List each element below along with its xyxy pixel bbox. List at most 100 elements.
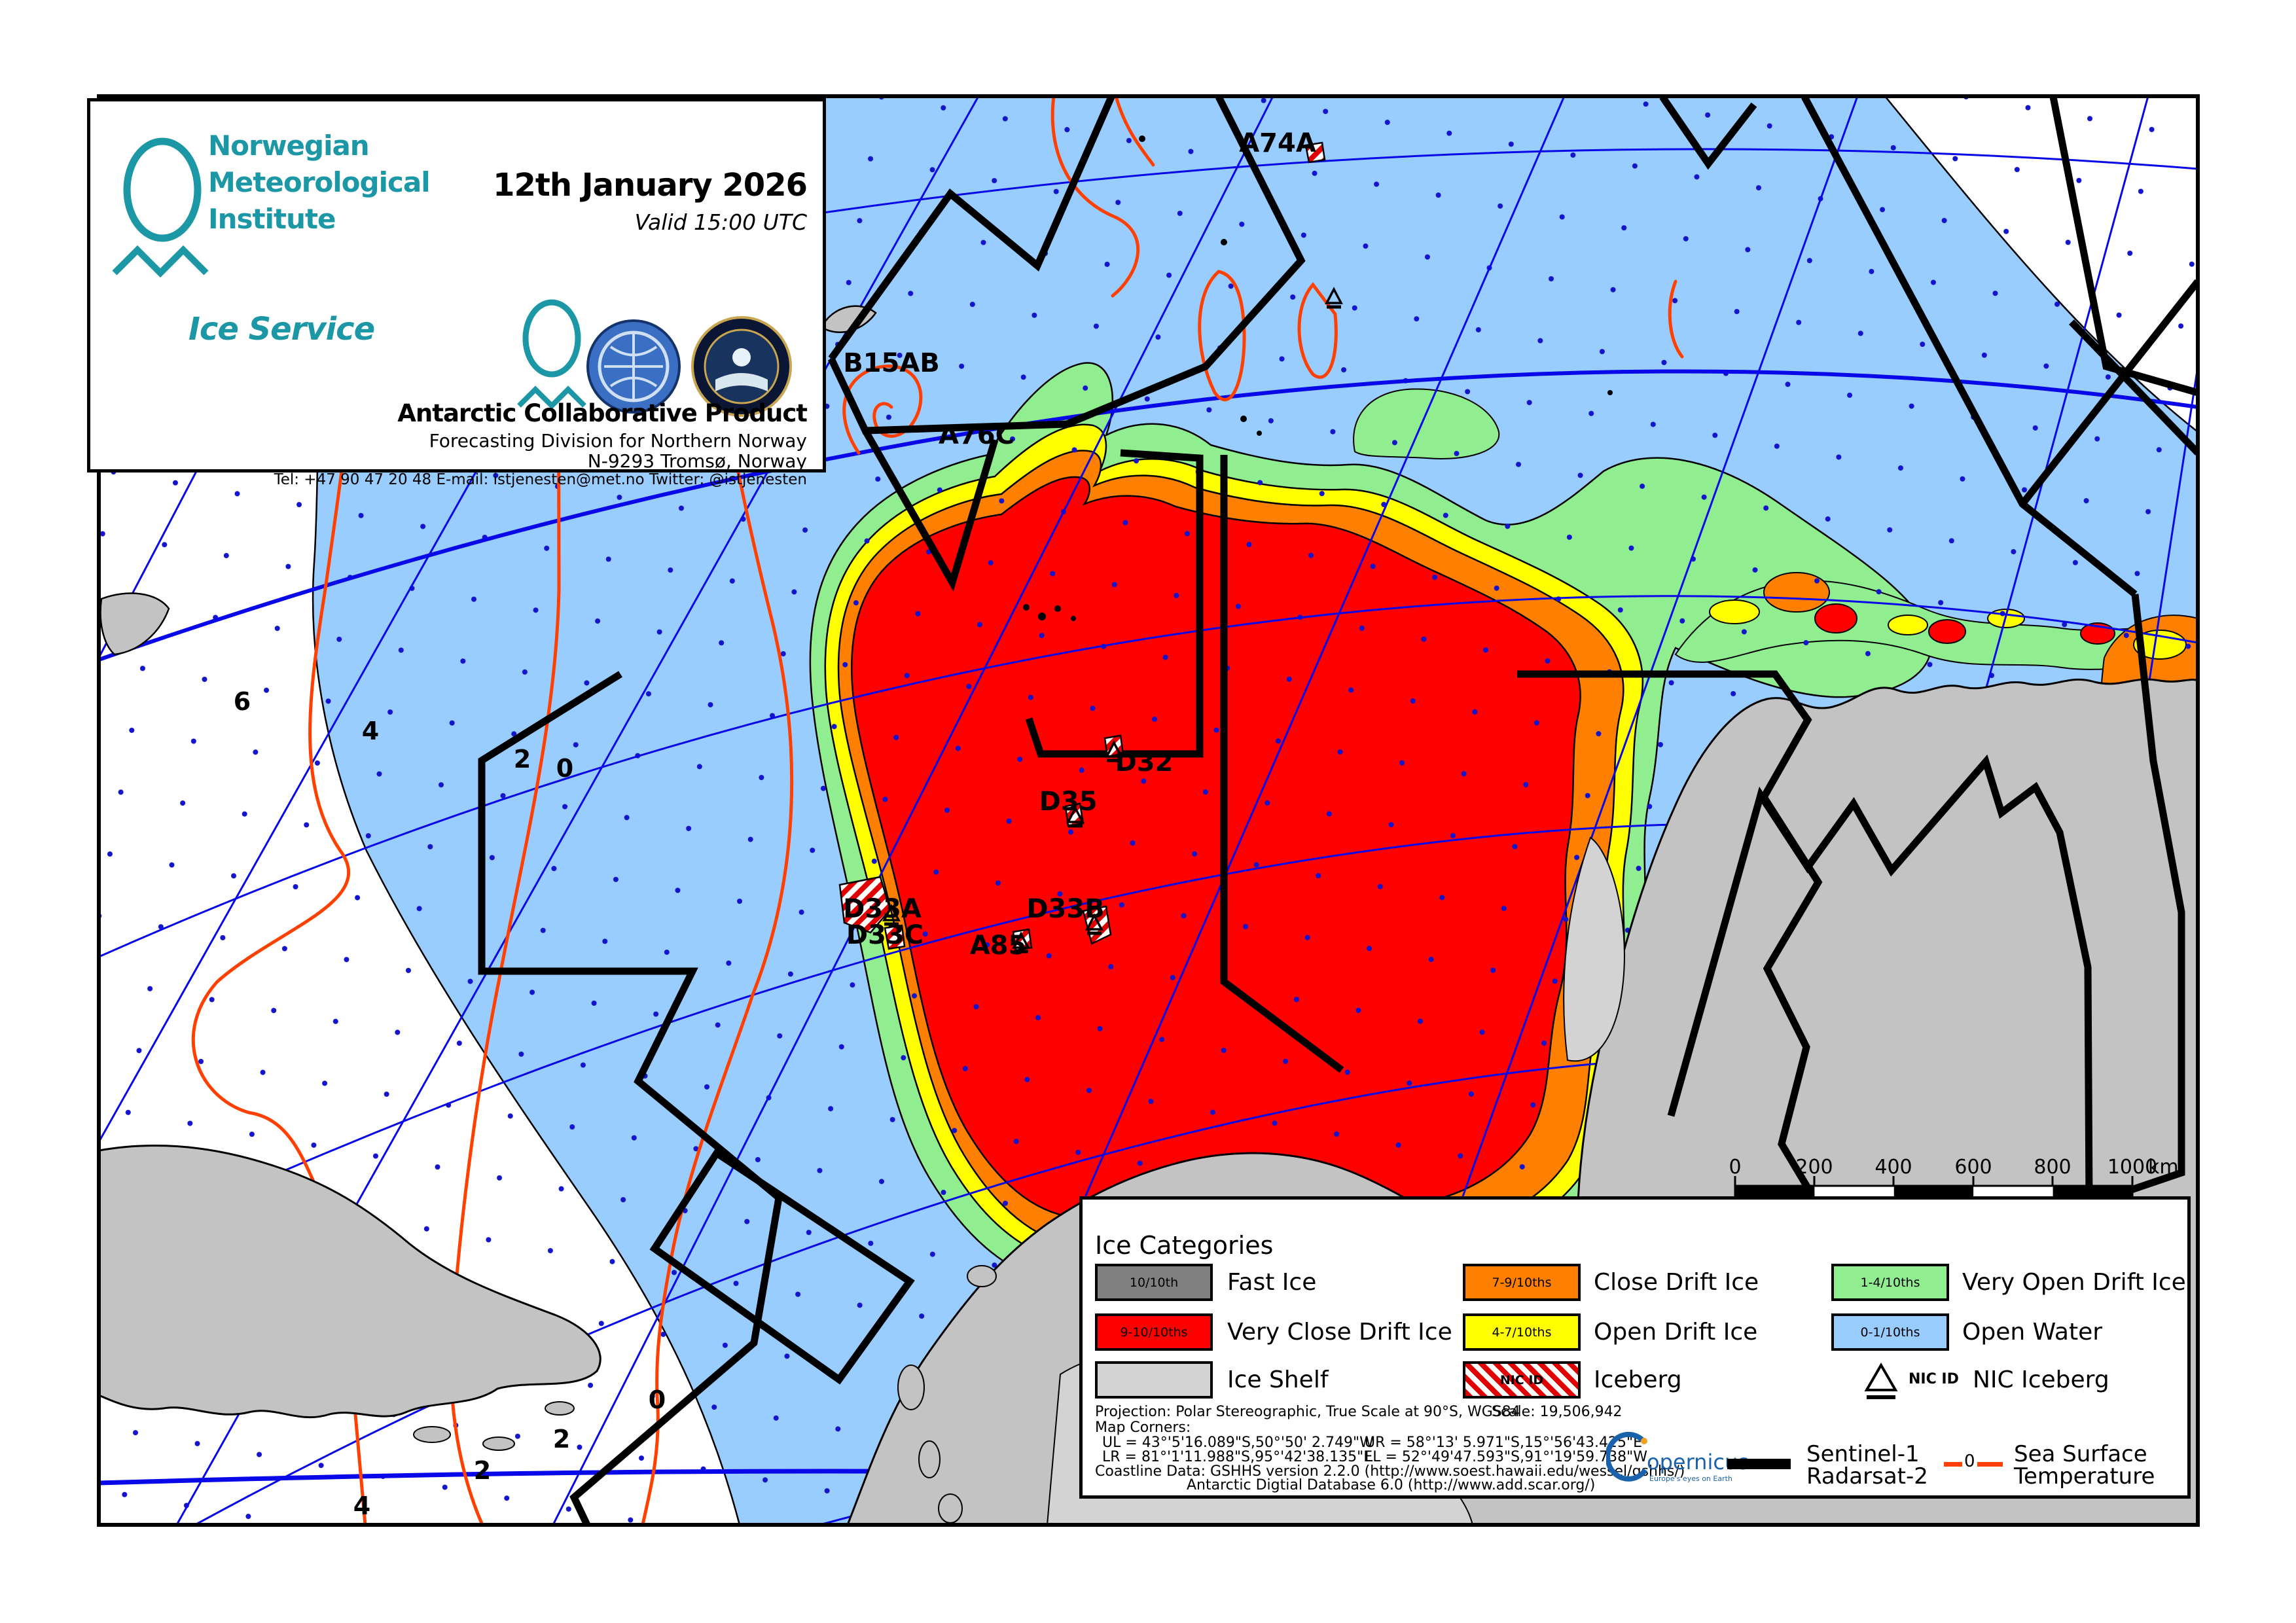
sst-label: 2 bbox=[514, 745, 531, 774]
sst-label: 0 bbox=[649, 1385, 666, 1414]
iceberg-label: D33A bbox=[843, 894, 922, 924]
swatch-code: 7-9/10ths bbox=[1492, 1275, 1552, 1290]
scale-tick-label: 1000 bbox=[2108, 1156, 2157, 1179]
legend-label-close-drift: Close Drift Ice bbox=[1594, 1269, 1759, 1296]
swatch-code: 4-7/10ths bbox=[1492, 1325, 1552, 1340]
legend-label-very-close-drift: Very Close Drift Ice bbox=[1227, 1319, 1452, 1346]
legend-title: Ice Categories bbox=[1095, 1231, 1274, 1260]
nic-id-text: NIC ID bbox=[1909, 1371, 1959, 1387]
swatch-iceberg: NIC ID bbox=[1463, 1361, 1581, 1399]
map-frame bbox=[97, 94, 2200, 1527]
source-sentinel-label: Sentinel-1 Radarsat-2 bbox=[1806, 1443, 1928, 1488]
aari-logo-globe-icon bbox=[604, 332, 663, 401]
swatch-open-drift: 4-7/10ths bbox=[1463, 1313, 1581, 1351]
small-island bbox=[413, 1426, 451, 1443]
iceberg-label: D33C bbox=[846, 920, 924, 950]
corner-ur: UR = 58°'13' 5.971"S,15°'56'43.425"E bbox=[1365, 1435, 1643, 1451]
division-line: Forecasting Division for Northern Norway bbox=[429, 430, 807, 452]
legend-label-open-drift: Open Drift Ice bbox=[1594, 1319, 1758, 1346]
scale-tick-label: 0 bbox=[1729, 1156, 1741, 1179]
sst-label: 2 bbox=[553, 1425, 570, 1454]
source-sst-label: Sea Surface Temperature bbox=[2014, 1443, 2155, 1488]
sentinel-line-sample bbox=[1727, 1459, 1791, 1469]
rock-islets bbox=[1023, 135, 1613, 621]
swatch-code: NIC ID bbox=[1499, 1372, 1544, 1387]
swatch-very-close-drift: 9-10/10ths bbox=[1095, 1313, 1213, 1351]
iceberg-id-labels: A74A B15AB A76C D32 D35 D33A D33C D33B A… bbox=[843, 128, 1316, 961]
sst-label-line1: Sea Surface bbox=[2014, 1441, 2147, 1467]
swatch-close-drift: 7-9/10ths bbox=[1463, 1264, 1581, 1301]
swatch-code: 0-1/10ths bbox=[1860, 1325, 1920, 1340]
swatch-code: 9-10/10ths bbox=[1120, 1325, 1188, 1340]
coastline-data-line1: Coastline Data: GSHHS version 2.2.0 (htt… bbox=[1095, 1463, 1685, 1480]
legend-label-ice-shelf: Ice Shelf bbox=[1227, 1366, 1329, 1393]
projection-text: Projection: Polar Stereographic, True Sc… bbox=[1095, 1404, 1520, 1420]
iceberg-label: A74A bbox=[1239, 128, 1316, 158]
iceberg-label: B15AB bbox=[843, 348, 940, 378]
sst-value-labels: 6 4 2 0 0 2 2 4 bbox=[234, 687, 666, 1520]
chart-date: 12th January 2026 bbox=[493, 167, 808, 204]
swatch-fast-ice: 10/10th bbox=[1095, 1264, 1213, 1301]
copernicus-tagline: Europe's eyes on Earth bbox=[1649, 1474, 1732, 1483]
nic-logo-bear-icon bbox=[732, 348, 751, 366]
iceberg-label: A85 bbox=[970, 931, 1027, 961]
institute-name-line1: Norwegian bbox=[208, 130, 370, 162]
met-mini-circle-icon bbox=[522, 299, 581, 378]
institute-name: Norwegian Meteorological Institute bbox=[208, 128, 431, 238]
sentinel-label-line1: Sentinel-1 bbox=[1806, 1441, 1920, 1467]
nic-logo-ice-icon bbox=[715, 373, 768, 391]
institute-name-line3: Institute bbox=[208, 203, 336, 235]
swatch-ice-shelf bbox=[1095, 1361, 1213, 1399]
small-island bbox=[545, 1401, 575, 1416]
sst-label-line2: Temperature bbox=[2014, 1463, 2155, 1489]
falkland-island bbox=[99, 592, 170, 656]
copernicus-logo-icon bbox=[1606, 1432, 1648, 1482]
service-name: Ice Service bbox=[188, 311, 375, 348]
aari-logo bbox=[586, 319, 681, 414]
sst-label: 6 bbox=[234, 687, 251, 716]
south-america-land bbox=[99, 1144, 601, 1419]
legend-label-fast-ice: Fast Ice bbox=[1227, 1269, 1317, 1296]
scale-text: Scale: 19,506,942 bbox=[1492, 1404, 1623, 1420]
corner-ul: UL = 43°'5'16.089"S,50°'50' 2.749"W bbox=[1102, 1435, 1374, 1451]
satellite-footprints bbox=[478, 96, 2198, 1525]
met-logo-circle-icon bbox=[123, 137, 202, 242]
sst-label: 0 bbox=[556, 754, 573, 783]
corner-ll: LL = 52°'49'47.593"S,91°'19'59.738"W bbox=[1365, 1449, 1648, 1465]
coastline-data-line2: Antarctic Digtial Database 6.0 (http://w… bbox=[1187, 1477, 1596, 1493]
swatch-open-water: 0-1/10ths bbox=[1831, 1313, 1949, 1351]
scale-unit-label: km bbox=[2148, 1156, 2179, 1179]
corner-lr: LR = 81°'1'11.988"S,95°'42'38.135"E bbox=[1102, 1449, 1373, 1465]
met-institute-logo bbox=[112, 137, 209, 278]
contact-line: Tel: +47 90 47 20 48 E-mail: istjenesten… bbox=[274, 471, 807, 488]
peninsula-islands bbox=[897, 1265, 997, 1524]
nic-logo bbox=[691, 316, 792, 417]
legend-label-very-open-drift: Very Open Drift Ice bbox=[1962, 1269, 2186, 1296]
iceberg-label: D32 bbox=[1115, 747, 1174, 777]
scale-tick-label: 200 bbox=[1795, 1156, 1833, 1179]
met-logo-wave-icon bbox=[112, 245, 209, 278]
scale-tick-label: 800 bbox=[2034, 1156, 2071, 1179]
iceberg-label: D33B bbox=[1026, 894, 1104, 924]
met-mini-logo bbox=[517, 299, 586, 410]
iceberg-label: D35 bbox=[1039, 787, 1098, 817]
iceberg-label: A76C bbox=[939, 420, 1014, 450]
scale-tick-label: 600 bbox=[1954, 1156, 1992, 1179]
sst-label: 4 bbox=[353, 1491, 370, 1520]
legend-label-iceberg: Iceberg bbox=[1594, 1366, 1682, 1393]
address-line: N-9293 Tromsø, Norway bbox=[587, 450, 807, 472]
product-title: Antarctic Collaborative Product bbox=[397, 399, 808, 427]
ice-shelf-area bbox=[1563, 836, 1625, 1062]
legend-label-nic-iceberg: NIC Iceberg bbox=[1973, 1366, 2109, 1393]
swatch-code: 1-4/10ths bbox=[1860, 1275, 1920, 1290]
legend-box: Ice Categories 10/10th Fast Ice 7-9/10th… bbox=[1079, 1196, 2191, 1499]
scale-tick-label: 400 bbox=[1874, 1156, 1912, 1179]
map-corners-title: Map Corners: bbox=[1095, 1419, 1191, 1436]
nic-iceberg-legend-icon bbox=[1864, 1363, 1898, 1399]
legend-label-open-water: Open Water bbox=[1962, 1319, 2103, 1346]
swatch-very-open-drift: 1-4/10ths bbox=[1831, 1264, 1949, 1301]
swatch-code: 10/10th bbox=[1129, 1275, 1179, 1290]
sst-line-marker: 0 bbox=[1962, 1452, 1977, 1471]
sentinel-label-line2: Radarsat-2 bbox=[1806, 1463, 1928, 1489]
